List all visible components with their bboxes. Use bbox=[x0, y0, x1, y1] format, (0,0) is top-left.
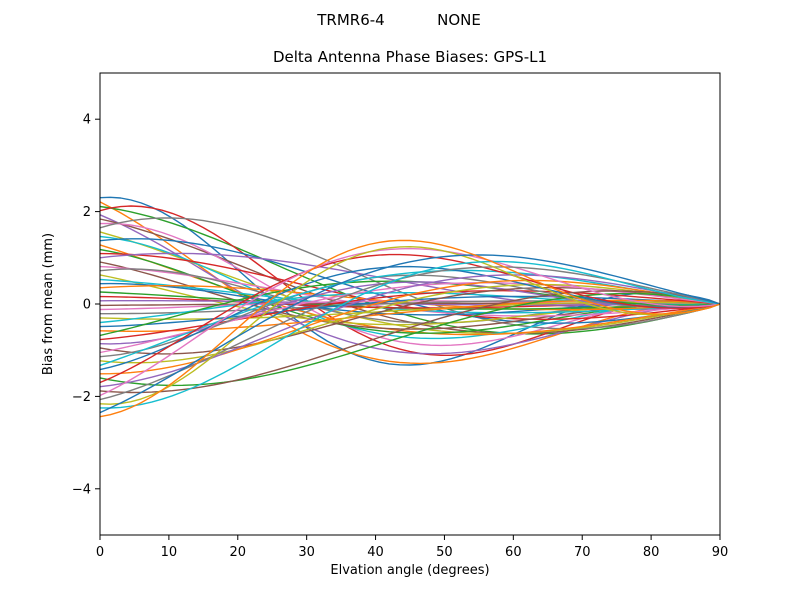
y-axis-tick-label: −4 bbox=[72, 482, 91, 497]
x-axis-tick-label: 90 bbox=[712, 545, 729, 560]
y-axis-label: Bias from mean (mm) bbox=[41, 233, 56, 375]
y-axis-tick-label: −2 bbox=[72, 390, 91, 405]
y-axis-tick-label: 4 bbox=[83, 113, 91, 128]
series-line bbox=[99, 196, 721, 366]
series-layer bbox=[99, 196, 721, 418]
y-axis-tick-label: 2 bbox=[83, 205, 91, 220]
ticks-layer: 0 10 20 30 40 50 60 70 80 90 −4 −2 0 2 4 bbox=[72, 113, 728, 560]
y-axis-tick-label: 0 bbox=[83, 298, 91, 313]
x-axis-tick-label: 10 bbox=[161, 545, 178, 560]
series-line bbox=[99, 247, 721, 397]
x-axis-label: Elvation angle (degrees) bbox=[330, 563, 489, 578]
x-axis-tick-label: 80 bbox=[643, 545, 660, 560]
series-line bbox=[99, 205, 721, 335]
series-line bbox=[99, 254, 721, 414]
x-axis-tick-label: 20 bbox=[230, 545, 247, 560]
x-axis-tick-label: 50 bbox=[436, 545, 453, 560]
x-axis-tick-label: 30 bbox=[298, 545, 315, 560]
series-line bbox=[99, 279, 721, 375]
x-axis-tick-label: 40 bbox=[367, 545, 384, 560]
axes-title: Delta Antenna Phase Biases: GPS-L1 bbox=[273, 48, 547, 66]
figure-suptitle-mode: NONE bbox=[437, 11, 481, 29]
series-line bbox=[99, 281, 721, 345]
series-line bbox=[99, 214, 720, 355]
series-line bbox=[99, 292, 721, 387]
figure-suptitle-station: TRMR6-4 bbox=[316, 11, 384, 29]
series-line bbox=[99, 290, 721, 394]
x-axis-tick-label: 60 bbox=[505, 545, 522, 560]
series-line bbox=[99, 246, 721, 405]
series-line bbox=[99, 217, 721, 330]
series-line bbox=[99, 260, 721, 409]
x-axis-tick-label: 0 bbox=[96, 545, 104, 560]
series-line bbox=[99, 253, 721, 384]
series-line bbox=[99, 239, 721, 418]
x-axis-tick-label: 70 bbox=[574, 545, 591, 560]
